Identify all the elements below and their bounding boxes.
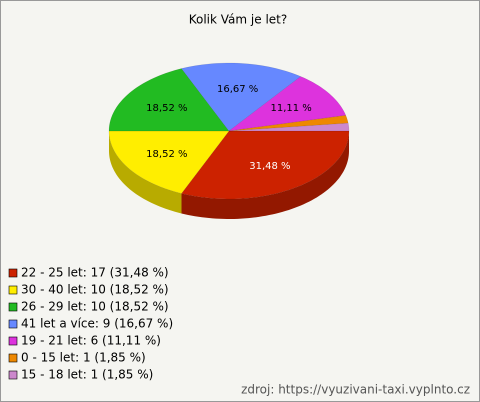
legend-swatch — [8, 285, 18, 295]
legend-swatch — [8, 319, 18, 329]
legend-label: 30 - 40 let: 10 (18,52 %) — [21, 283, 169, 297]
pie-side — [109, 131, 182, 214]
legend-label: 26 - 29 let: 10 (18,52 %) — [21, 300, 169, 314]
data-label: 18,52 % — [146, 149, 187, 160]
pie-slice — [228, 76, 347, 132]
pie-slice — [181, 62, 302, 132]
legend-label: 15 - 18 let: 1 (1,85 %) — [21, 368, 153, 382]
legend-label: 22 - 25 let: 17 (31,48 %) — [21, 266, 169, 280]
legend-swatch — [8, 302, 18, 312]
data-label: 31,48 % — [249, 161, 290, 172]
pie-slice — [228, 122, 350, 132]
legend-swatch — [8, 370, 18, 380]
data-label: 11,11 % — [271, 103, 312, 114]
pie-slice — [181, 130, 350, 200]
source: zdroj: https://vyuzivani-taxi.vyplnto.cz — [241, 383, 470, 397]
legend-swatch — [8, 268, 18, 278]
data-label: 18,52 % — [146, 103, 187, 114]
legend-swatch — [8, 353, 18, 363]
legend-label: 0 - 15 let: 1 (1,85 %) — [21, 351, 146, 365]
chart-title: Kolik Vám je let? — [189, 13, 288, 27]
legend-label: 41 let a více: 9 (16,67 %) — [21, 317, 173, 331]
data-label: 16,67 % — [217, 84, 258, 95]
pie-side — [181, 131, 349, 219]
pie-slice — [108, 68, 230, 132]
legend-swatch — [8, 336, 18, 346]
legend-label: 19 - 21 let: 6 (11,11 %) — [21, 334, 161, 348]
pie-slice — [108, 130, 230, 194]
